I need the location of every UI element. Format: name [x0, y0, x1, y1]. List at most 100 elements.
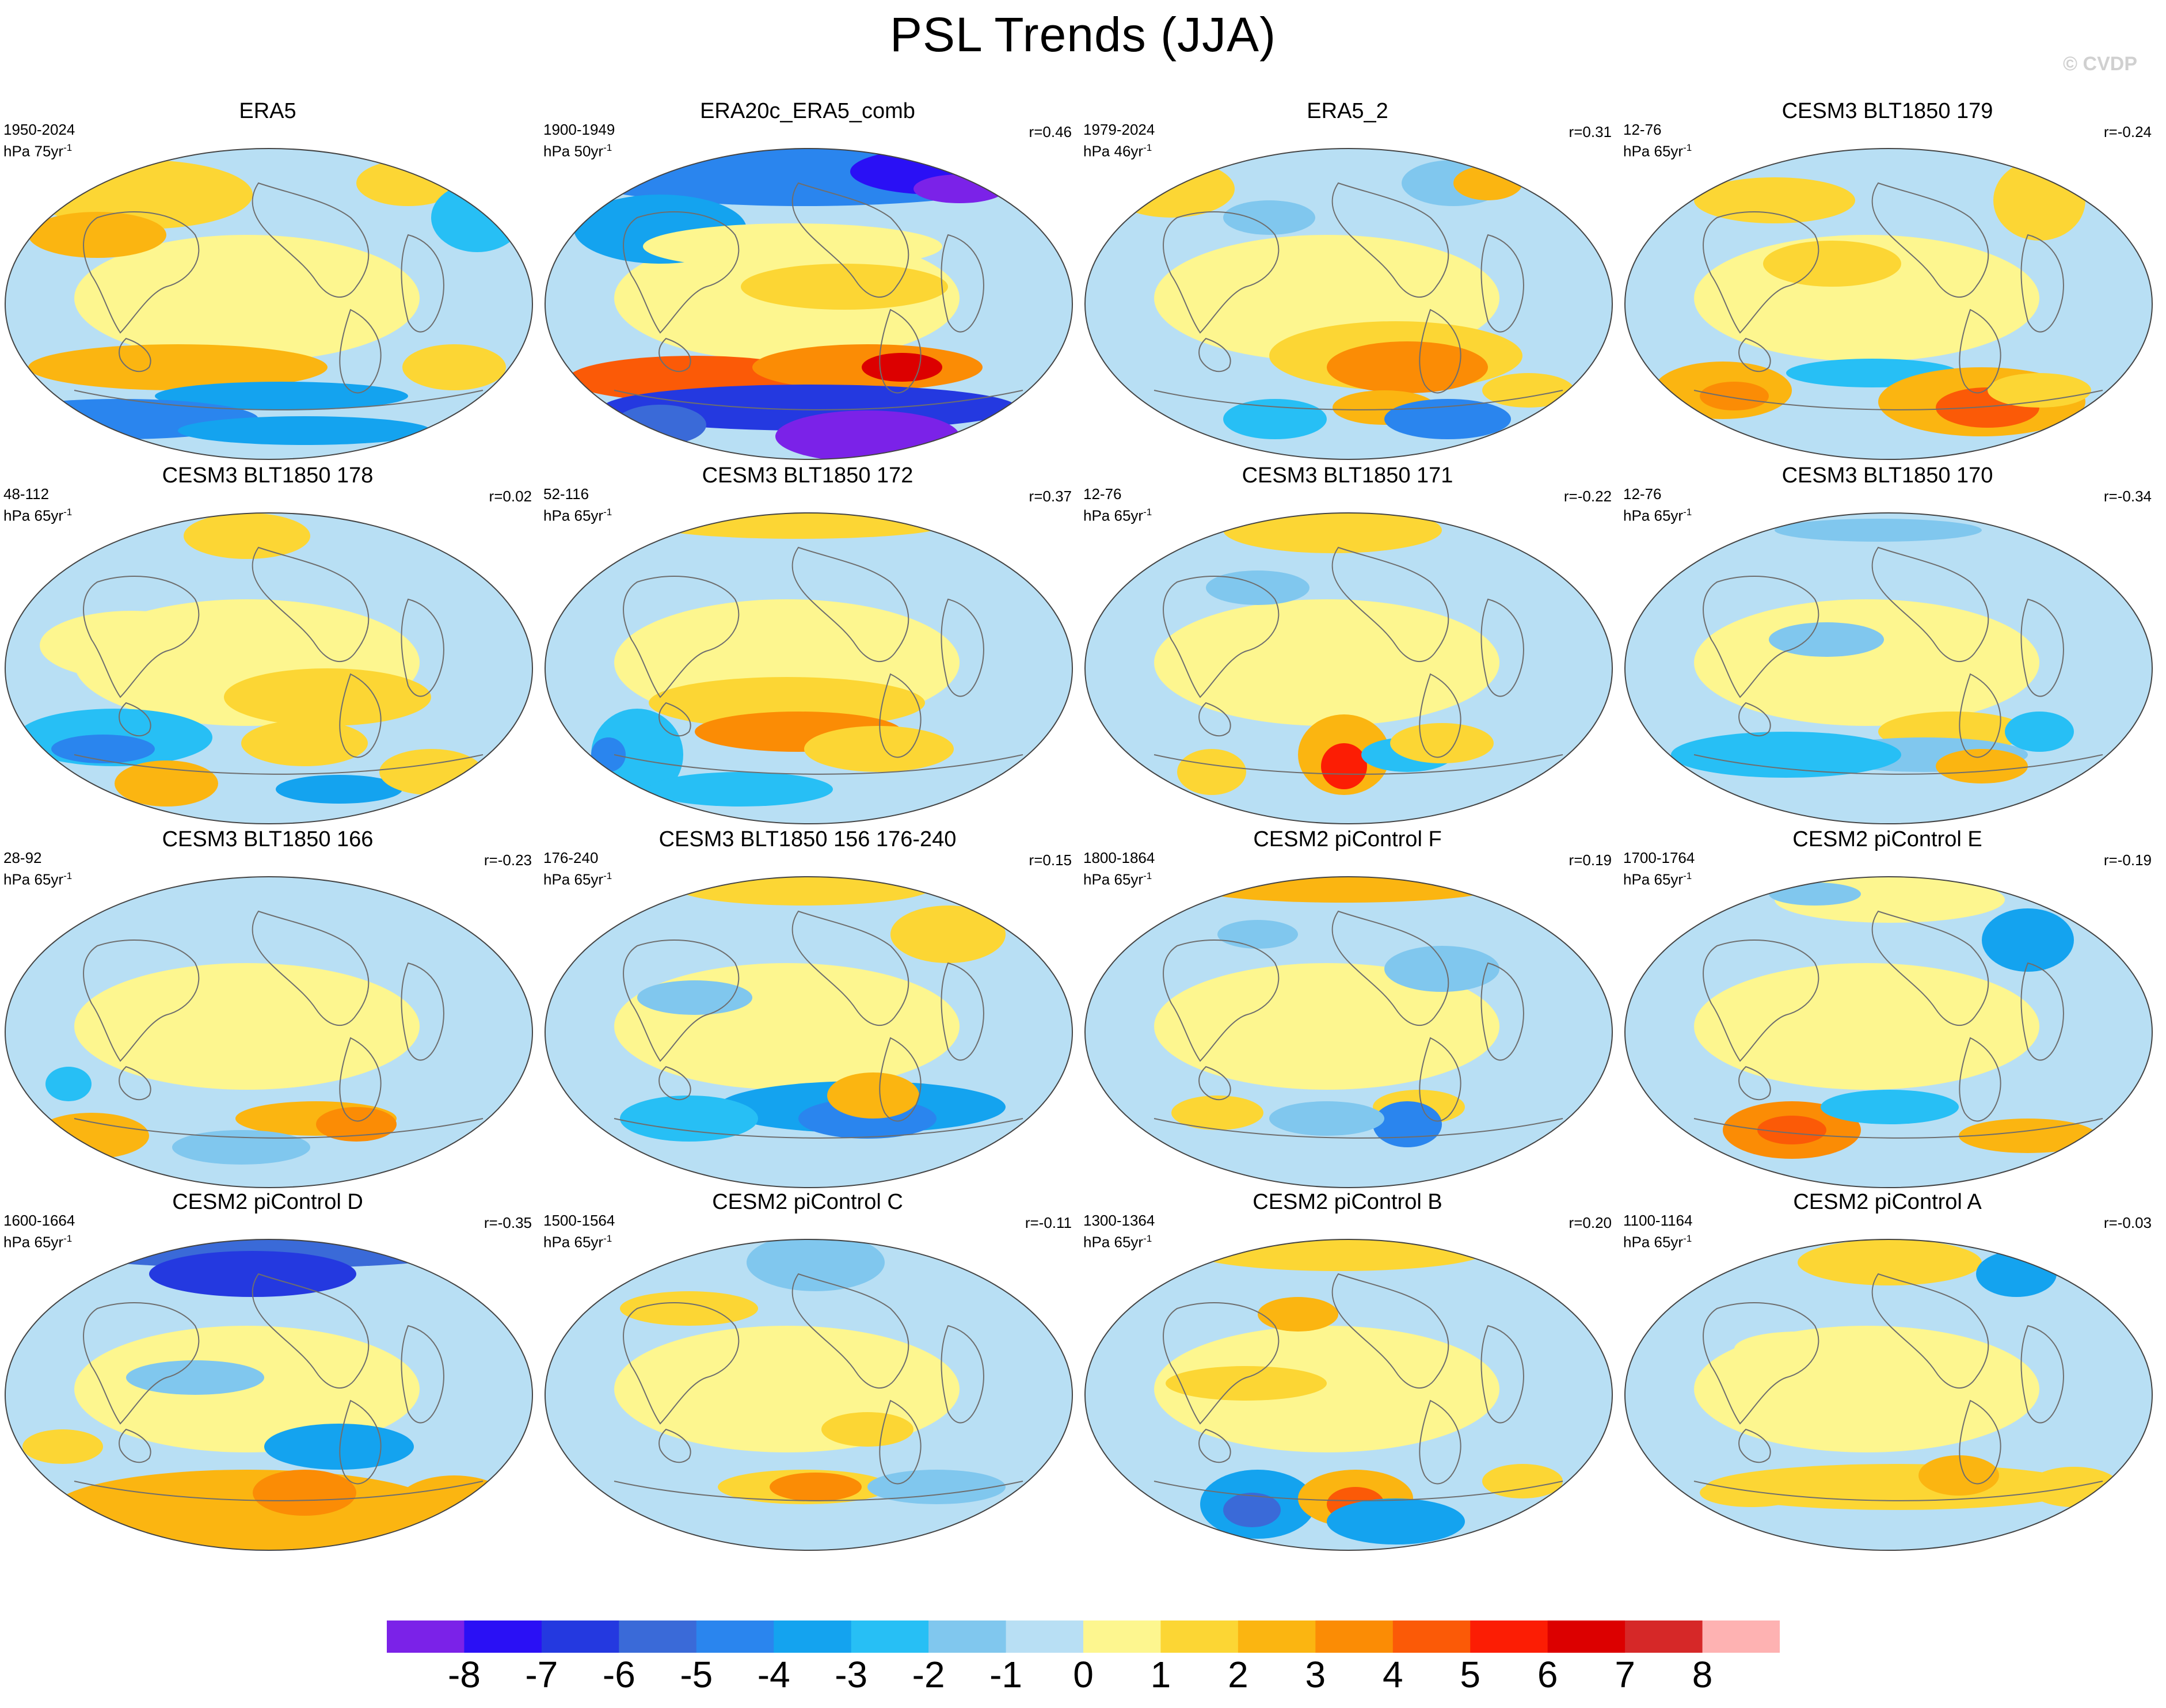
pattern-correlation: r=0.37	[1029, 488, 1072, 505]
coastline	[339, 309, 382, 394]
unit-label: hPa	[1623, 1233, 1650, 1251]
trend-contour	[1694, 963, 2039, 1090]
period-range: 52-116	[543, 485, 589, 503]
coastline	[83, 211, 200, 334]
trend-contour	[862, 353, 942, 382]
coastline	[791, 546, 909, 662]
trend-contour	[614, 963, 960, 1090]
panel-title: ERA20c_ERA5_comb	[700, 99, 915, 123]
coastline	[623, 576, 740, 698]
coastline	[623, 1302, 740, 1425]
trend-contour	[1373, 1101, 1442, 1147]
trend-contour	[1988, 373, 2091, 408]
panel-title: CESM3 BLT1850 156 176-240	[658, 827, 957, 851]
period-range: 48-112	[3, 485, 50, 503]
colorbar-swatch	[387, 1620, 465, 1653]
colorbar-swatch	[1547, 1620, 1626, 1653]
trend-map	[5, 876, 533, 1188]
map-panel: CESM3 BLT1850 179 12-76 hPa 65yr-1 r=-0.24	[1620, 99, 2155, 460]
colorbar-tick-label: 2	[1228, 1654, 1248, 1695]
map-border	[545, 148, 1073, 460]
coastline	[1419, 673, 1461, 758]
panel-title: CESM2 piControl A	[1793, 1190, 1982, 1214]
trend-contour	[172, 1130, 310, 1165]
unit-label: hPa	[3, 1233, 31, 1251]
panel-title: CESM3 BLT1850 171	[1242, 463, 1453, 488]
colorbar-tick-label: 7	[1615, 1654, 1635, 1695]
trend-unit: 65yr	[1114, 870, 1144, 888]
coastline	[1959, 1037, 2001, 1122]
colorbar-tick-label: -2	[912, 1654, 945, 1695]
trend-map	[545, 148, 1073, 460]
trend-contour	[1757, 1116, 1826, 1144]
map-border	[5, 876, 533, 1188]
trend-contour	[276, 775, 402, 804]
exponent: -1	[1143, 507, 1152, 518]
coastline	[83, 576, 200, 698]
coastline	[2020, 1325, 2064, 1424]
panel-title: CESM3 BLT1850 172	[702, 463, 913, 488]
pattern-correlation: r=-0.03	[2103, 1214, 2152, 1231]
coastline	[879, 309, 922, 394]
trend-contour	[224, 668, 431, 726]
trend-contour	[1166, 1366, 1327, 1401]
trend-map	[1624, 1239, 2153, 1551]
map-border	[1084, 1239, 1613, 1551]
trend-contour	[827, 1072, 919, 1119]
colorbar	[387, 1620, 1780, 1653]
colorbar-tick-label: -7	[525, 1654, 558, 1695]
map-border	[1624, 1239, 2153, 1551]
trend-contour	[1700, 382, 1769, 410]
coastline	[1693, 754, 2103, 775]
trend-contour	[1223, 1493, 1281, 1527]
trend-contour	[1482, 1464, 1563, 1498]
pattern-correlation: r=-0.23	[484, 851, 532, 869]
colorbar-swatch	[1006, 1620, 1084, 1653]
trend-unit: 50yr	[574, 142, 604, 160]
coastline	[1738, 1428, 1771, 1463]
trend-map	[5, 148, 533, 460]
trend-contour	[74, 235, 420, 362]
pattern-correlation: r=-0.35	[484, 1214, 532, 1231]
trend-contour	[649, 513, 948, 539]
coastline	[1419, 1037, 1461, 1122]
map-panel: CESM3 BLT1850 172 52-116 hPa 65yr-1 r=0.37	[540, 463, 1075, 824]
trend-unit: 65yr	[574, 1233, 604, 1251]
coastline	[791, 1273, 909, 1389]
trend-unit: 65yr	[574, 870, 604, 888]
pattern-correlation: r=-0.34	[2103, 488, 2152, 505]
map-panel: CESM2 piControl B 1300-1364 hPa 65yr-1 r=0.…	[1080, 1190, 1615, 1551]
colorbar-tick-label: 6	[1537, 1654, 1558, 1695]
coastline	[623, 939, 740, 1062]
pattern-correlation: r=-0.19	[2103, 851, 2152, 869]
trend-contour	[1775, 519, 1982, 542]
panel-title: CESM3 BLT1850 170	[1781, 463, 1993, 488]
trend-contour	[913, 174, 1006, 203]
colorbar-tick-label: 8	[1692, 1654, 1713, 1695]
coastline	[252, 1273, 370, 1389]
coastline	[658, 702, 691, 737]
map-border	[5, 148, 533, 460]
map-border	[1084, 512, 1613, 824]
trend-contour	[1936, 749, 2028, 783]
unit-label: hPa	[3, 507, 31, 524]
colorbar-tick-label: 1	[1150, 1654, 1171, 1695]
exponent: -1	[603, 507, 612, 518]
pattern-correlation: r=0.46	[1029, 123, 1072, 140]
coastline	[1703, 1302, 1819, 1425]
trend-contour	[155, 382, 408, 410]
unit-label: hPa	[543, 507, 570, 524]
period-range: 1900-1949	[543, 121, 615, 138]
unit-label: hPa	[3, 870, 31, 888]
trend-contour	[241, 720, 368, 766]
trend-contour	[1206, 570, 1310, 605]
unit-label: hPa	[3, 142, 31, 160]
coastline	[1703, 576, 1819, 698]
panel-period: 176-240 hPa 65yr-1	[543, 849, 612, 889]
map-border	[545, 512, 1073, 824]
trend-unit: 65yr	[1654, 507, 1684, 524]
map-panel: CESM2 piControl F 1800-1864 hPa 65yr-1 r=0.…	[1080, 827, 1615, 1188]
period-range: 1300-1364	[1083, 1212, 1155, 1229]
period-range: 12-76	[1623, 485, 1662, 503]
trend-contour	[1269, 1101, 1384, 1136]
